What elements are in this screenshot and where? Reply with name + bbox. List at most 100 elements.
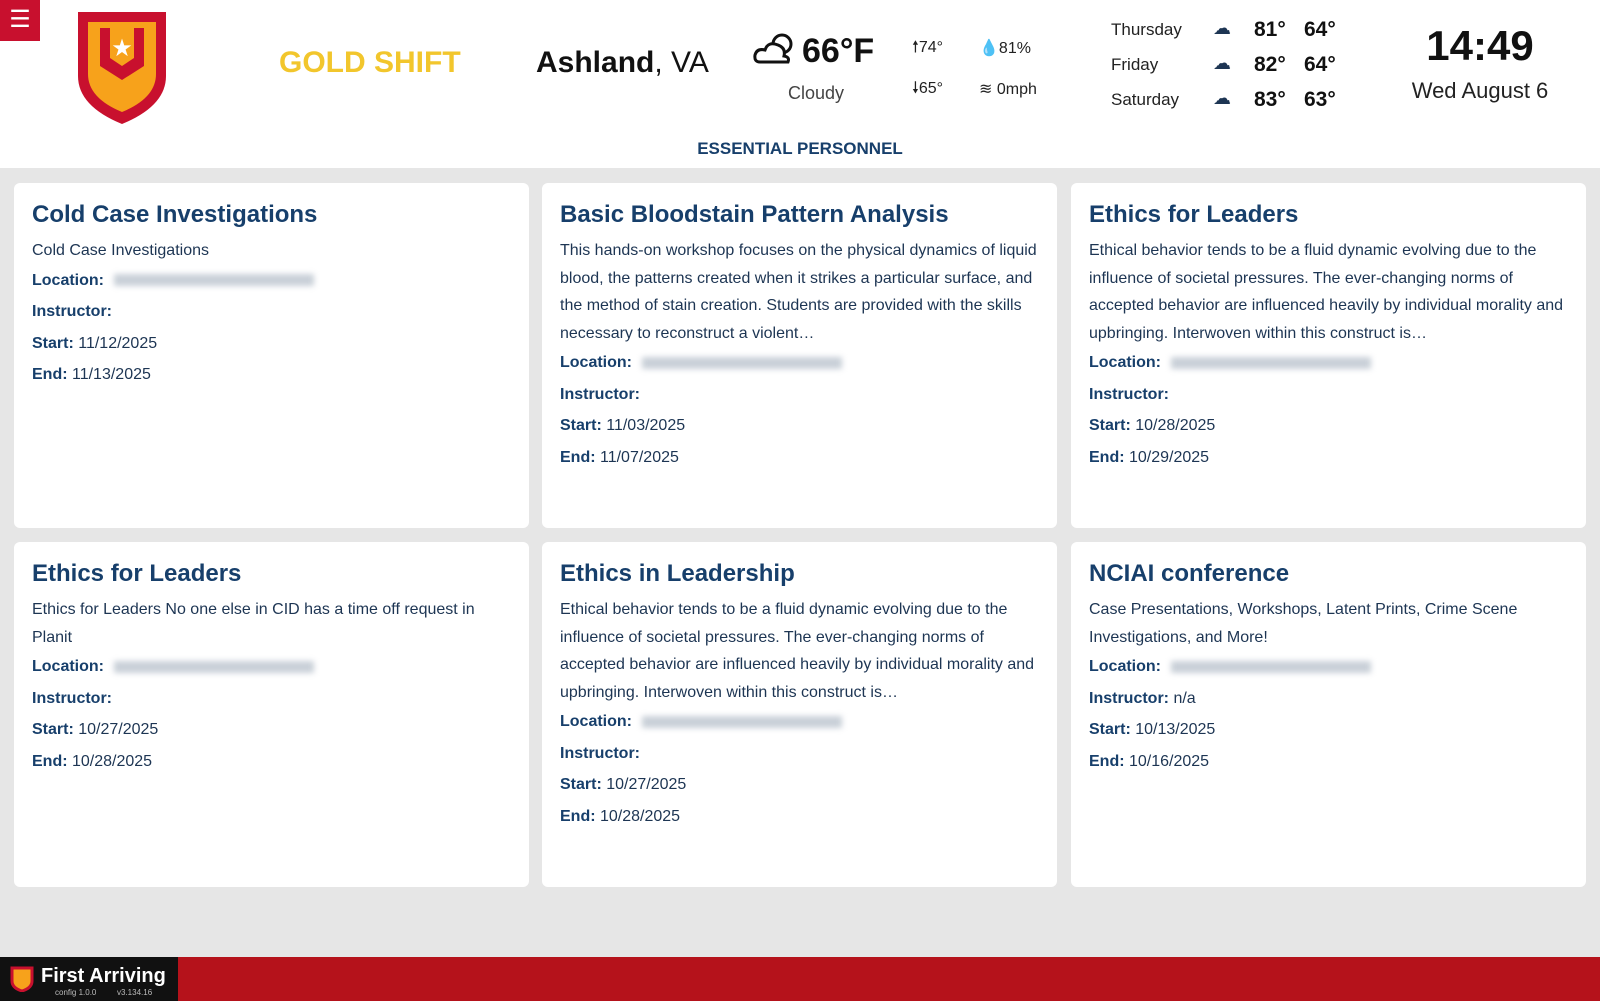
redacted xyxy=(114,274,315,287)
brand-logo xyxy=(10,966,34,992)
location: Ashland, VA xyxy=(536,46,709,80)
header: ☰ ★ GOLD SHIFT Ashland, VA 66°F Cloudy 🠕… xyxy=(0,0,1600,130)
field-end: End: 10/29/2025 xyxy=(1089,442,1568,474)
card-description: Case Presentations, Workshops, Latent Pr… xyxy=(1089,601,1518,646)
field-value: 10/27/2025 xyxy=(78,721,159,738)
field-label: End: xyxy=(32,366,68,383)
high-value: 74° xyxy=(918,39,944,56)
field-location: Location: xyxy=(560,706,1039,738)
forecast-day: Thursday xyxy=(1111,20,1182,39)
field-label: Instructor: xyxy=(32,689,112,707)
field-value: 10/27/2025 xyxy=(606,776,687,793)
field-label: End: xyxy=(1089,752,1125,770)
field-value: 10/13/2025 xyxy=(1135,721,1216,738)
field-location: Location: xyxy=(560,347,1039,379)
event-card: Ethics for Leaders Ethics for Leaders No … xyxy=(14,542,529,887)
field-instructor: Instructor: xyxy=(1089,379,1568,411)
field-label: Location: xyxy=(32,658,104,675)
forecast-icon: ☁ xyxy=(1213,88,1231,108)
field-label: Location: xyxy=(560,354,632,371)
forecast-row: Saturday ☁ 83° 63° xyxy=(1111,86,1361,116)
field-label: Instructor: xyxy=(1089,689,1169,707)
svg-text:★: ★ xyxy=(111,35,133,62)
field-start: Start: 10/27/2025 xyxy=(32,714,511,746)
field-label: Start: xyxy=(1089,417,1131,434)
event-card: Ethics for Leaders Ethical behavior tends… xyxy=(1071,183,1586,528)
redacted xyxy=(114,660,315,673)
field-label: End: xyxy=(560,448,596,466)
time: 14:49 xyxy=(1426,22,1534,69)
field-end: End: 10/28/2025 xyxy=(32,746,511,778)
card-description: Ethical behavior tends to be a fluid dyn… xyxy=(560,601,1035,701)
footer: First Arriving config 1.0.0 v3.134.16 xyxy=(0,957,1600,1001)
version: v3.134.16 xyxy=(117,988,153,997)
field-label: Location: xyxy=(1089,658,1161,675)
card-title: Ethics in Leadership xyxy=(560,560,795,587)
forecast-low: 64° xyxy=(1304,18,1336,41)
field-value: 11/13/2025 xyxy=(72,366,151,383)
city: Ashland xyxy=(536,46,655,79)
field-location: Location: xyxy=(1089,347,1568,379)
forecast-row: Friday ☁ 82° 64° xyxy=(1111,51,1361,81)
event-card: Ethics in Leadership Ethical behavior ten… xyxy=(542,542,1057,887)
card-title: NCIAI conference xyxy=(1089,560,1290,587)
card-title: Ethics for Leaders xyxy=(1089,201,1299,228)
field-value: n/a xyxy=(1173,689,1196,707)
forecast-day: Saturday xyxy=(1111,90,1180,109)
field-start: Start: 10/13/2025 xyxy=(1089,714,1568,746)
field-instructor: Instructor: xyxy=(560,379,1039,411)
field-instructor: Instructor: xyxy=(32,296,511,328)
field-location: Location: xyxy=(1089,651,1568,683)
redacted xyxy=(642,356,843,369)
condition: Cloudy xyxy=(788,83,845,103)
brand: First Arriving xyxy=(41,965,166,987)
wind: ≋ 0mph xyxy=(979,81,1037,98)
field-label: Start: xyxy=(560,776,602,793)
forecast-high: 81° xyxy=(1254,18,1286,41)
shift-name: GOLD SHIFT xyxy=(279,46,461,79)
card-description: This hands-on workshop focuses on the ph… xyxy=(560,242,1037,342)
section-title: ESSENTIAL PERSONNEL xyxy=(0,130,1600,168)
forecast-row: Thursday ☁ 81° 64° xyxy=(1111,16,1361,46)
field-label: Instructor: xyxy=(560,744,640,762)
field-location: Location: xyxy=(32,651,511,683)
config: config 1.0.0 xyxy=(55,988,97,997)
field-label: Instructor: xyxy=(1089,385,1169,403)
field-end: End: 11/13/2025 xyxy=(32,359,511,391)
field-value: 10/16/2025 xyxy=(1129,752,1210,770)
field-location: Location: xyxy=(32,265,511,297)
field-value: 11/07/2025 xyxy=(600,448,679,466)
field-label: Start: xyxy=(1089,721,1131,738)
menu-button[interactable]: ☰ xyxy=(0,0,40,41)
low: 🠗65° xyxy=(912,80,944,97)
card-title: Cold Case Investigations xyxy=(32,201,318,228)
field-label: Start: xyxy=(32,721,74,738)
temperature: 66°F xyxy=(802,32,875,70)
field-value: 10/28/2025 xyxy=(72,752,153,770)
field-label: Start: xyxy=(560,417,602,434)
forecast-day: Friday xyxy=(1111,55,1159,74)
forecast-high: 83° xyxy=(1254,88,1286,111)
date: Wed August 6 xyxy=(1411,78,1549,103)
field-label: End: xyxy=(1089,448,1125,466)
field-value: 10/29/2025 xyxy=(1129,448,1210,466)
field-end: End: 10/28/2025 xyxy=(560,801,1039,833)
field-value: 11/03/2025 xyxy=(606,417,686,434)
field-instructor: Instructor: n/a xyxy=(1089,683,1568,715)
field-label: Start: xyxy=(32,334,74,352)
forecast-high: 82° xyxy=(1254,53,1286,76)
field-end: End: 10/16/2025 xyxy=(1089,746,1568,778)
low-value: 65° xyxy=(918,80,944,97)
event-card: Cold Case Investigations Cold Case Invest… xyxy=(14,183,529,528)
field-label: Instructor: xyxy=(32,303,112,320)
card-description: Ethical behavior tends to be a fluid dyn… xyxy=(1089,242,1564,342)
field-label: Location: xyxy=(32,271,104,289)
redacted xyxy=(1171,356,1372,369)
event-card: NCIAI conference Case Presentations, Work… xyxy=(1071,542,1586,887)
humidity: 💧81% xyxy=(979,40,1031,57)
region: , VA xyxy=(654,46,709,79)
field-instructor: Instructor: xyxy=(560,738,1039,770)
forecast-icon: ☁ xyxy=(1213,53,1231,73)
forecast-low: 63° xyxy=(1304,88,1336,111)
